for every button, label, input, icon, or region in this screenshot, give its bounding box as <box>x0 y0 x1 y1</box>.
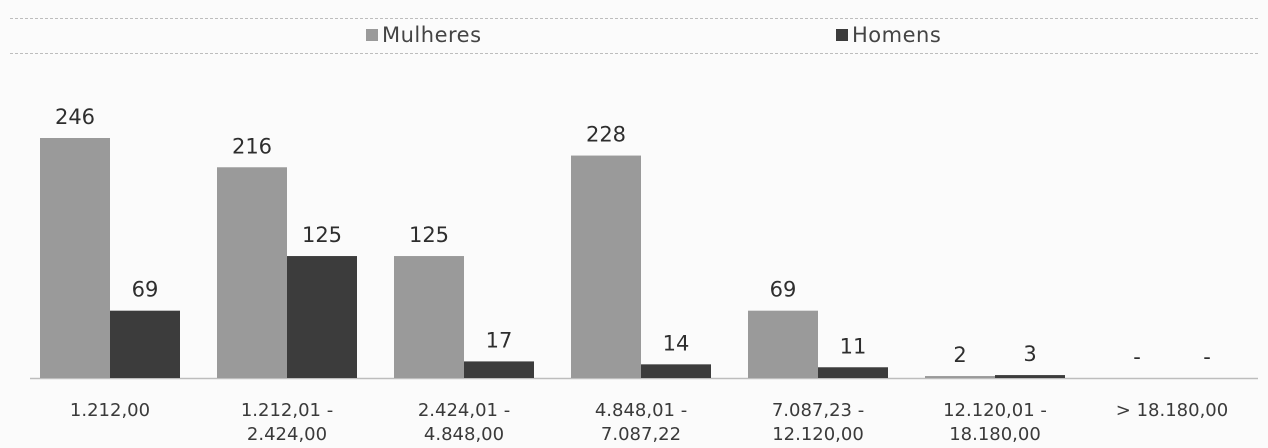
legend-item-homens: Homens <box>836 23 941 47</box>
data-label-homens-5: 3 <box>1023 342 1036 366</box>
legend: Mulheres Homens <box>10 18 1258 54</box>
bar-mulheres-0 <box>40 138 110 378</box>
legend-item-mulheres: Mulheres <box>366 23 482 47</box>
data-label-homens-0: 69 <box>132 278 159 302</box>
bar-homens-3 <box>641 364 711 378</box>
x-tick-label-1: 1.212,01 -2.424,00 <box>241 400 333 445</box>
x-tick-label-0: 1.212,00 <box>70 400 150 421</box>
bar-homens-5 <box>995 375 1065 378</box>
bar-mulheres-1 <box>217 167 287 378</box>
data-label-mulheres-5: 2 <box>953 343 966 367</box>
bar-mulheres-5 <box>925 376 995 378</box>
data-label-homens-2: 17 <box>486 328 513 352</box>
x-tick-label-3: 4.848,01 -7.087,22 <box>595 400 687 445</box>
legend-label-homens: Homens <box>852 23 942 47</box>
data-label-homens-1: 125 <box>302 223 342 247</box>
bar-mulheres-2 <box>394 256 464 378</box>
bar-homens-1 <box>287 256 357 378</box>
data-label-mulheres-0: 246 <box>55 105 95 129</box>
data-label-mulheres-2: 125 <box>409 223 449 247</box>
x-tick-label-6: > 18.180,00 <box>1116 400 1228 421</box>
x-tick-label-2: 2.424,01 -4.848,00 <box>418 400 510 445</box>
data-label-homens-6: - <box>1203 345 1211 369</box>
x-tick-label-4: 7.087,23 -12.120,00 <box>772 400 864 445</box>
x-tick-label-5: 12.120,01 -18.180,00 <box>943 400 1047 445</box>
bar-homens-0 <box>110 310 180 378</box>
bar-homens-2 <box>464 361 534 378</box>
bar-mulheres-3 <box>571 155 641 378</box>
bar-mulheres-4 <box>748 310 818 378</box>
data-label-mulheres-1: 216 <box>232 134 272 158</box>
data-label-mulheres-6: - <box>1133 345 1141 369</box>
legend-swatch-mulheres <box>366 29 378 41</box>
legend-label-mulheres: Mulheres <box>382 23 482 47</box>
data-label-homens-4: 11 <box>840 334 867 358</box>
bar-homens-4 <box>818 367 888 378</box>
data-label-mulheres-4: 69 <box>770 278 797 302</box>
legend-swatch-homens <box>836 29 848 41</box>
data-label-mulheres-3: 228 <box>586 123 626 147</box>
data-label-homens-3: 14 <box>663 331 690 355</box>
